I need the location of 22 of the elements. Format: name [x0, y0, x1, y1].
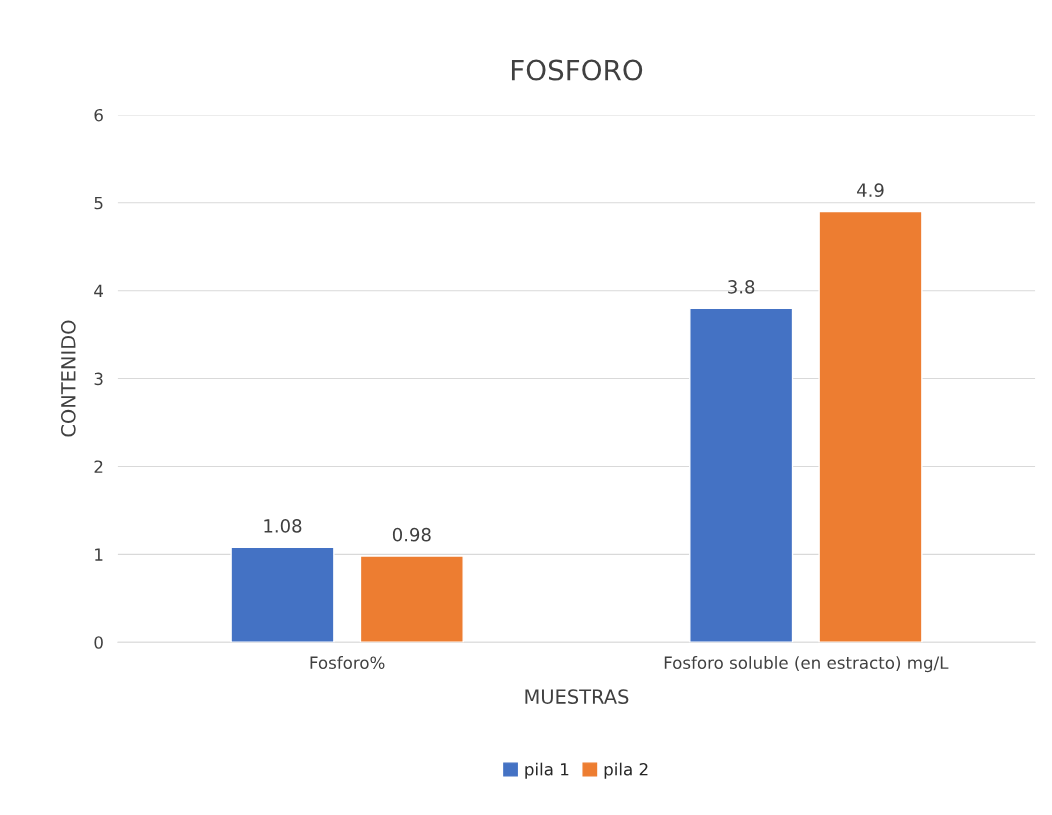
y-axis-title: CONTENIDO	[60, 320, 76, 437]
bar	[689, 307, 794, 643]
y-tick-label: 4	[94, 284, 103, 298]
data-label: 0.98	[392, 527, 431, 542]
x-tick-label: Fosforo soluble (en estracto) mg/L	[664, 656, 949, 673]
y-tick-label: 0	[94, 636, 103, 649]
legend-label: pila 1	[525, 762, 569, 779]
bar	[359, 555, 464, 643]
chart-title: FOSFORO	[511, 59, 643, 81]
y-tick-label: 6	[94, 108, 103, 122]
y-tick-label: 3	[94, 372, 103, 386]
y-tick-label: 1	[95, 548, 103, 561]
bar	[818, 210, 923, 643]
x-tick-label: Fosforo%	[310, 656, 385, 670]
data-label: 1.08	[264, 519, 302, 533]
x-axis-title: MUESTRAS	[525, 689, 629, 704]
y-tick-label: 5	[94, 196, 103, 210]
legend-label: pila 2	[604, 762, 648, 779]
bar	[230, 546, 335, 643]
data-label: 4.9	[857, 183, 884, 197]
y-tick-label: 2	[94, 460, 103, 473]
data-label: 3.8	[728, 279, 755, 294]
